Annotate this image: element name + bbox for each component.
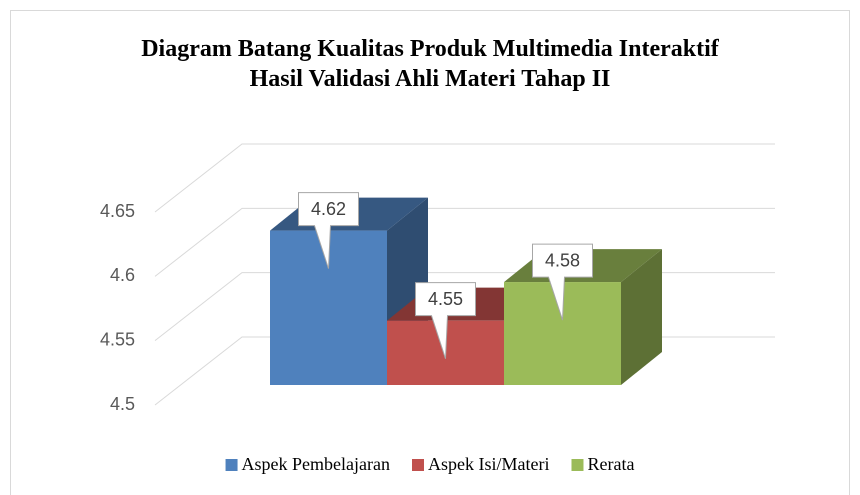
bar-side bbox=[621, 249, 662, 385]
data-label: 4.55 bbox=[428, 289, 463, 309]
data-label-callout bbox=[415, 282, 476, 359]
chart-frame bbox=[10, 10, 850, 495]
data-label: 4.62 bbox=[311, 199, 346, 219]
data-label-callout bbox=[532, 243, 593, 321]
legend-label: Aspek Isi/Materi bbox=[428, 454, 549, 474]
y-tick-label: 4.6 bbox=[110, 265, 135, 285]
grid-line bbox=[154, 143, 775, 213]
data-label: 4.58 bbox=[545, 250, 580, 270]
legend-swatch bbox=[571, 459, 584, 471]
legend-label: Rerata bbox=[587, 454, 634, 474]
chart-title: Diagram Batang Kualitas Produk Multimedi… bbox=[141, 36, 719, 92]
legend-label: Aspek Pembelajaran bbox=[242, 454, 390, 474]
grid-line bbox=[154, 207, 775, 277]
y-tick-label: 4.65 bbox=[100, 201, 135, 221]
y-tick-label: 4.55 bbox=[100, 329, 135, 349]
legend-swatch bbox=[412, 459, 424, 471]
y-tick-label: 4.5 bbox=[110, 394, 135, 414]
data-label-callout bbox=[298, 192, 359, 269]
legend: Aspek Pembelajaran Aspek Isi/Materi Rerata bbox=[225, 454, 634, 474]
legend-swatch bbox=[225, 459, 238, 471]
